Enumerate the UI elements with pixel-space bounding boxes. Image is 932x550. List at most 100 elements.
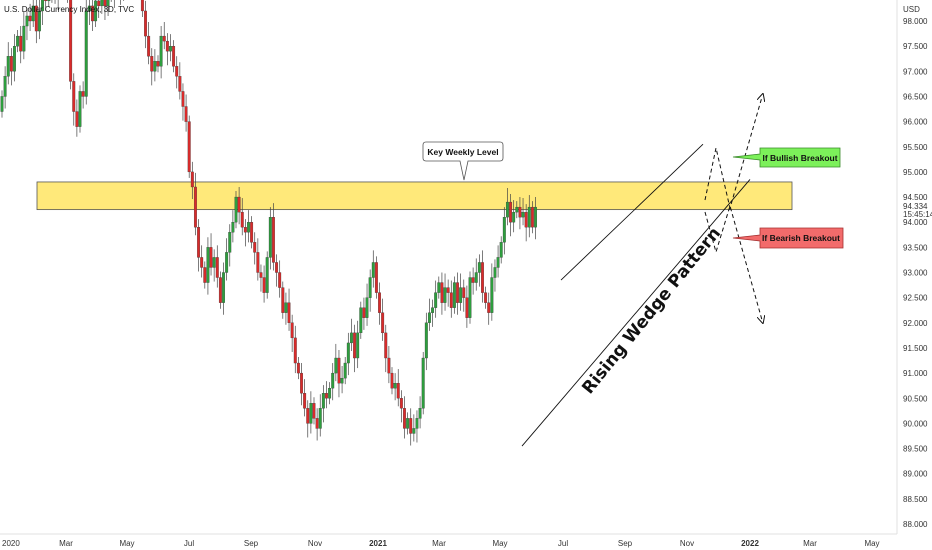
- candle-down: [509, 201, 513, 223]
- candle-up: [159, 35, 163, 67]
- candle-up: [368, 277, 372, 298]
- candle-up: [0, 96, 4, 112]
- candle-down: [190, 171, 194, 188]
- candle-up: [231, 222, 235, 233]
- candle-down: [446, 287, 450, 293]
- candle-up: [371, 262, 375, 278]
- candle-up: [393, 383, 397, 389]
- time-tick-label: 2020: [2, 539, 20, 548]
- candle-down: [34, 5, 38, 32]
- candle-up: [499, 242, 503, 258]
- price-axis[interactable]: 98.000 97.500 97.000 96.500 96.000 95.500 95.0…: [903, 17, 928, 529]
- candle-down: [487, 302, 491, 313]
- candle-up: [521, 211, 525, 218]
- price-tick-label: 93.000: [903, 269, 928, 278]
- price-tick-label: 96.500: [903, 92, 928, 101]
- candle-down: [306, 408, 310, 424]
- candle-down: [172, 46, 176, 67]
- countdown-label: 15:45:14: [903, 210, 932, 219]
- candle-down: [471, 277, 475, 283]
- candle-up: [100, 0, 104, 7]
- bullish-callout: If Bullish Breakout: [732, 147, 841, 168]
- time-tick-label: 2022: [741, 539, 759, 548]
- candle-down: [462, 287, 466, 298]
- time-tick-label: May: [492, 539, 507, 548]
- candle-up: [106, 0, 110, 7]
- candle-down: [456, 282, 459, 303]
- candle-up: [340, 377, 344, 384]
- candle-up: [493, 267, 497, 278]
- candle-down: [178, 76, 182, 92]
- candle-up: [247, 222, 250, 233]
- candle-up: [359, 307, 363, 334]
- price-tick-label: 93.500: [903, 243, 928, 252]
- candle-up: [31, 5, 35, 22]
- candle-down: [399, 398, 403, 409]
- candle-up: [22, 25, 26, 52]
- time-tick-label: 2021: [369, 539, 387, 548]
- candle-up: [334, 357, 338, 374]
- candle-down: [362, 307, 366, 318]
- candle-down: [28, 15, 32, 22]
- candle-down: [440, 282, 444, 303]
- candle-up: [434, 292, 438, 308]
- price-tick-label: 95.000: [903, 168, 928, 177]
- candle-up: [406, 418, 410, 429]
- candle-up: [13, 46, 16, 72]
- candle-down: [187, 121, 191, 173]
- price-tick-label: 97.000: [903, 67, 928, 76]
- price-tick-label: 89.000: [903, 470, 928, 479]
- candle-down: [243, 227, 247, 233]
- candle-down: [524, 211, 528, 228]
- candle-up: [3, 76, 7, 97]
- candle-up: [16, 35, 20, 47]
- candle-down: [259, 272, 263, 278]
- bearish-callout-box: [732, 227, 844, 249]
- candle-up: [87, 5, 91, 12]
- candle-up: [225, 252, 229, 273]
- candle-down: [409, 418, 413, 434]
- time-tick-label: Jul: [184, 539, 194, 548]
- candle-up: [343, 362, 347, 379]
- candle-down: [381, 312, 385, 334]
- candle-up: [418, 408, 422, 419]
- candle-up: [474, 272, 478, 283]
- candle-down: [396, 383, 400, 399]
- price-tick-label: 91.500: [903, 344, 928, 353]
- time-axis[interactable]: 2020 Mar May Jul Sep Nov 2021 Mar May Jul Sep Nov 20…: [2, 539, 880, 548]
- candle-up: [6, 56, 10, 77]
- time-tick-label: Sep: [244, 539, 259, 548]
- candle-down: [256, 252, 260, 273]
- candle-up: [212, 257, 216, 268]
- bullish-callout-text: If Bullish Breakout: [762, 153, 837, 163]
- candle-up: [284, 302, 288, 313]
- candle-down: [147, 35, 151, 57]
- time-tick-label: May: [864, 539, 879, 548]
- bullish-callout-box: [732, 147, 841, 168]
- candle-down: [215, 257, 219, 278]
- candle-down: [378, 292, 381, 313]
- candle-up: [78, 91, 82, 127]
- candles-group: [0, 0, 537, 446]
- bearish-callout: If Bearish Breakout: [732, 227, 844, 249]
- candle-up: [309, 403, 313, 424]
- candle-down: [278, 272, 282, 288]
- candle-up: [265, 257, 269, 293]
- candle-up: [459, 287, 463, 303]
- candle-down: [197, 227, 201, 258]
- time-tick-label: Sep: [618, 539, 633, 548]
- candle-down: [44, 0, 48, 2]
- time-tick-label: Mar: [432, 539, 446, 548]
- candle-down: [296, 362, 300, 374]
- candle-down: [97, 0, 101, 7]
- candle-down: [287, 302, 291, 323]
- candle-up: [321, 393, 325, 409]
- candle-down: [275, 262, 279, 273]
- price-tick-label: 94.500: [903, 193, 928, 202]
- candle-down: [300, 372, 303, 394]
- price-tick-label: 88.000: [903, 520, 928, 529]
- candle-up: [431, 307, 435, 313]
- candle-up: [490, 277, 494, 313]
- candle-down: [374, 262, 378, 293]
